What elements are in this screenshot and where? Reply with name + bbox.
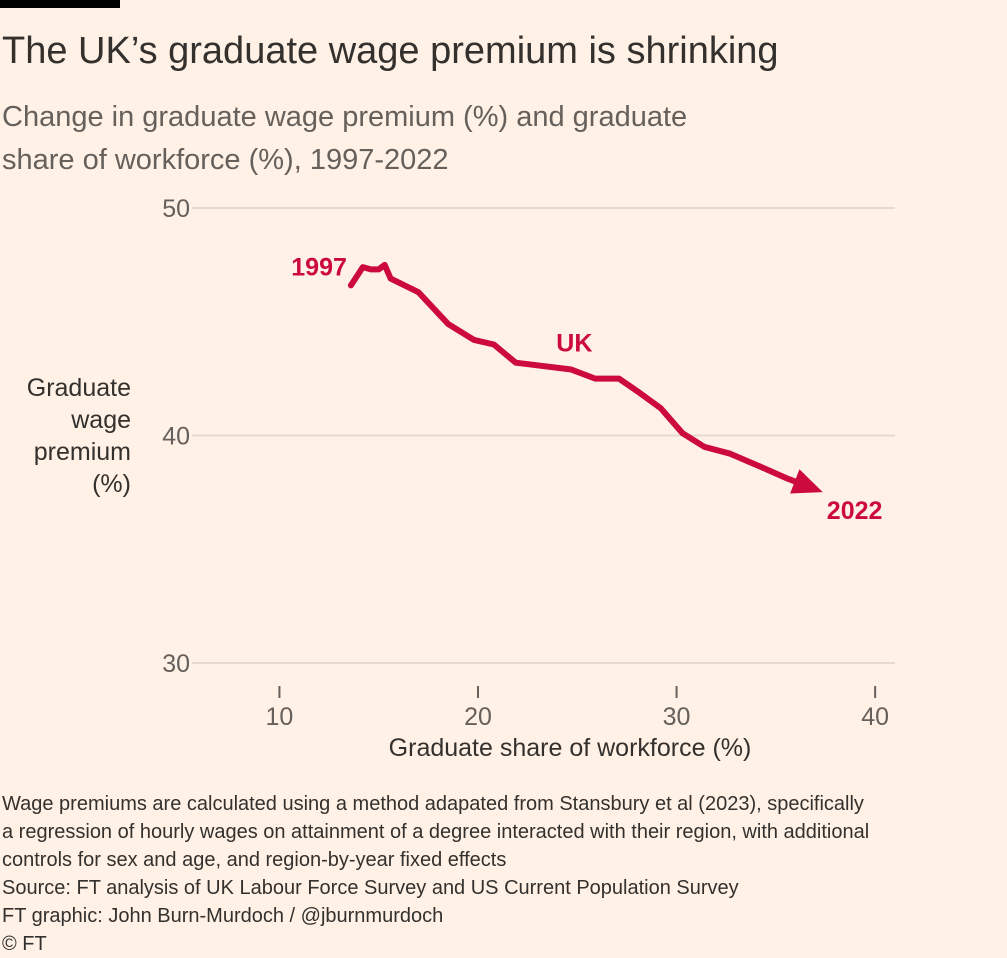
graphic-credit: FT graphic: John Burn-Murdoch / @jburnmu… [2,905,444,927]
ft-brand-bar [0,0,120,8]
y-axis-title-line: premium [34,438,131,466]
x-tick-label: 40 [861,703,889,731]
annotation-start-year: 1997 [291,253,347,281]
chart-footer: Wage premiums are calculated using a met… [2,790,1002,958]
copyright: © FT [2,933,47,955]
y-axis-title-line: wage [70,406,131,434]
x-tick-label: 30 [663,703,691,731]
source-note: Source: FT analysis of UK Labour Force S… [2,877,739,899]
y-tick-label: 30 [162,650,190,678]
line-chart: 30 40 50 10 20 30 40 Graduate wage premium (%) G… [27,195,895,762]
series-end-arrow [790,469,823,494]
chart-title: The UK’s graduate wage premium is shrink… [2,30,779,72]
series-line-uk [347,261,808,488]
x-tick-label: 10 [266,703,294,731]
footnote-line: a regression of hourly wages on attainme… [2,821,870,843]
x-axis-title: Graduate share of workforce (%) [389,734,752,762]
y-axis-title-line: Graduate [27,374,131,402]
y-tick-label: 40 [162,423,190,451]
y-axis-title-line: (%) [92,470,131,498]
chart-subtitle: Change in graduate wage premium (%) and … [2,101,688,176]
annotation-series-label: UK [556,330,592,358]
annotation-end-year: 2022 [827,497,883,525]
x-tick-label: 20 [464,703,492,731]
footnote-line: controls for sex and age, and region-by-… [2,849,507,871]
y-tick-label: 50 [162,195,190,223]
footnote-line: Wage premiums are calculated using a met… [2,793,864,815]
